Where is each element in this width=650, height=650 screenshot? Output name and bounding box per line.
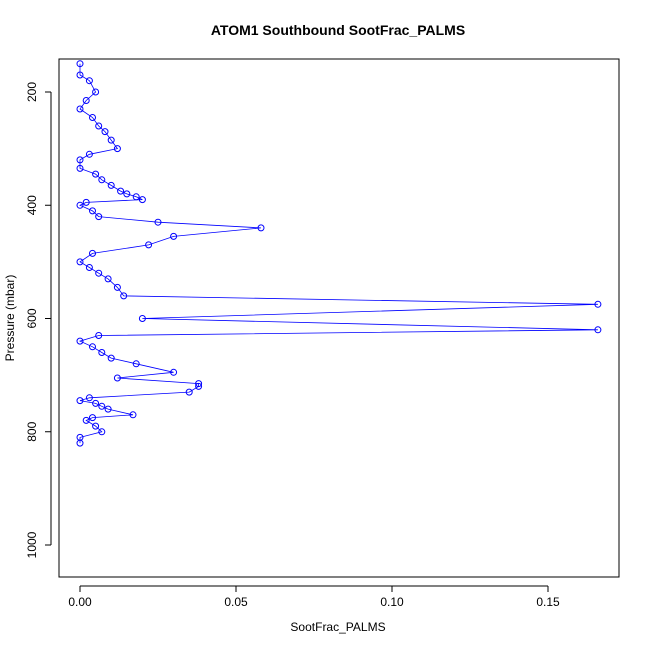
chart-title: ATOM1 Southbound SootFrac_PALMS	[211, 22, 465, 38]
data-point	[107, 136, 115, 144]
y-tick-label: 200	[25, 82, 39, 102]
data-point	[76, 337, 84, 345]
data-point	[98, 176, 106, 184]
y-tick-label: 1000	[25, 531, 39, 558]
data-point	[594, 300, 602, 308]
y-axis-title: Pressure (mbar)	[3, 275, 17, 362]
data-point	[120, 292, 128, 300]
data-point	[132, 193, 140, 201]
data-point	[95, 122, 103, 130]
data-point	[89, 343, 96, 351]
x-tick-label: 0.00	[68, 595, 92, 609]
data-point	[95, 213, 103, 221]
data-point	[85, 150, 93, 158]
data-point	[76, 105, 84, 113]
data-point	[113, 374, 121, 382]
data-point	[89, 114, 96, 121]
data-point	[113, 283, 121, 291]
data-point	[104, 405, 112, 413]
y-axis: 200 400 600 800 1000	[25, 82, 52, 558]
x-tick-label: 0.10	[380, 595, 404, 609]
data-point	[98, 428, 106, 436]
data-point	[89, 207, 96, 215]
data-point	[76, 164, 84, 172]
data-point	[107, 181, 115, 189]
data-point	[138, 196, 146, 204]
y-tick-label: 600	[25, 308, 39, 328]
data-point	[82, 416, 90, 424]
data-point	[145, 241, 153, 249]
data-point	[117, 187, 125, 195]
x-tick-label: 0.15	[536, 595, 560, 609]
data-point	[92, 422, 100, 430]
x-axis-title: SootFrac_PALMS	[290, 620, 385, 634]
x-axis: 0.00 0.05 0.10 0.15	[68, 585, 560, 609]
data-point	[76, 60, 84, 68]
data-point	[129, 411, 137, 419]
data-point	[76, 397, 84, 405]
data-point	[185, 388, 193, 396]
data-point	[170, 232, 178, 240]
data-point	[89, 414, 96, 422]
data-point	[98, 349, 106, 356]
data-point	[95, 269, 103, 277]
data-point	[92, 170, 100, 178]
data-point	[101, 128, 109, 136]
y-tick-label: 800	[25, 421, 39, 441]
data-point	[154, 218, 162, 226]
data-point	[195, 382, 203, 390]
data-point	[92, 399, 100, 407]
series-line	[78, 63, 598, 444]
data-point	[195, 380, 203, 388]
data-point	[89, 249, 96, 257]
plot-frame	[58, 58, 620, 578]
data-point	[82, 198, 90, 206]
data-point	[76, 201, 84, 209]
data-point	[92, 88, 100, 96]
data-point	[594, 326, 602, 334]
data-point	[132, 360, 140, 368]
data-point	[85, 264, 93, 271]
data-point	[76, 156, 84, 164]
data-point	[85, 394, 93, 402]
data-layer	[76, 60, 602, 447]
y-tick-label: 400	[25, 195, 39, 215]
data-point	[138, 315, 146, 322]
x-tick-label: 0.05	[224, 595, 248, 609]
data-point	[170, 368, 178, 376]
data-point	[95, 332, 103, 339]
data-point	[76, 258, 84, 266]
data-point	[98, 402, 106, 410]
data-point	[85, 77, 93, 85]
data-point	[104, 275, 112, 283]
data-point	[113, 145, 121, 153]
data-point	[76, 71, 84, 79]
data-point	[82, 97, 90, 104]
data-point	[107, 354, 115, 362]
data-point	[257, 224, 265, 232]
data-point	[123, 190, 131, 198]
data-point	[76, 439, 84, 447]
